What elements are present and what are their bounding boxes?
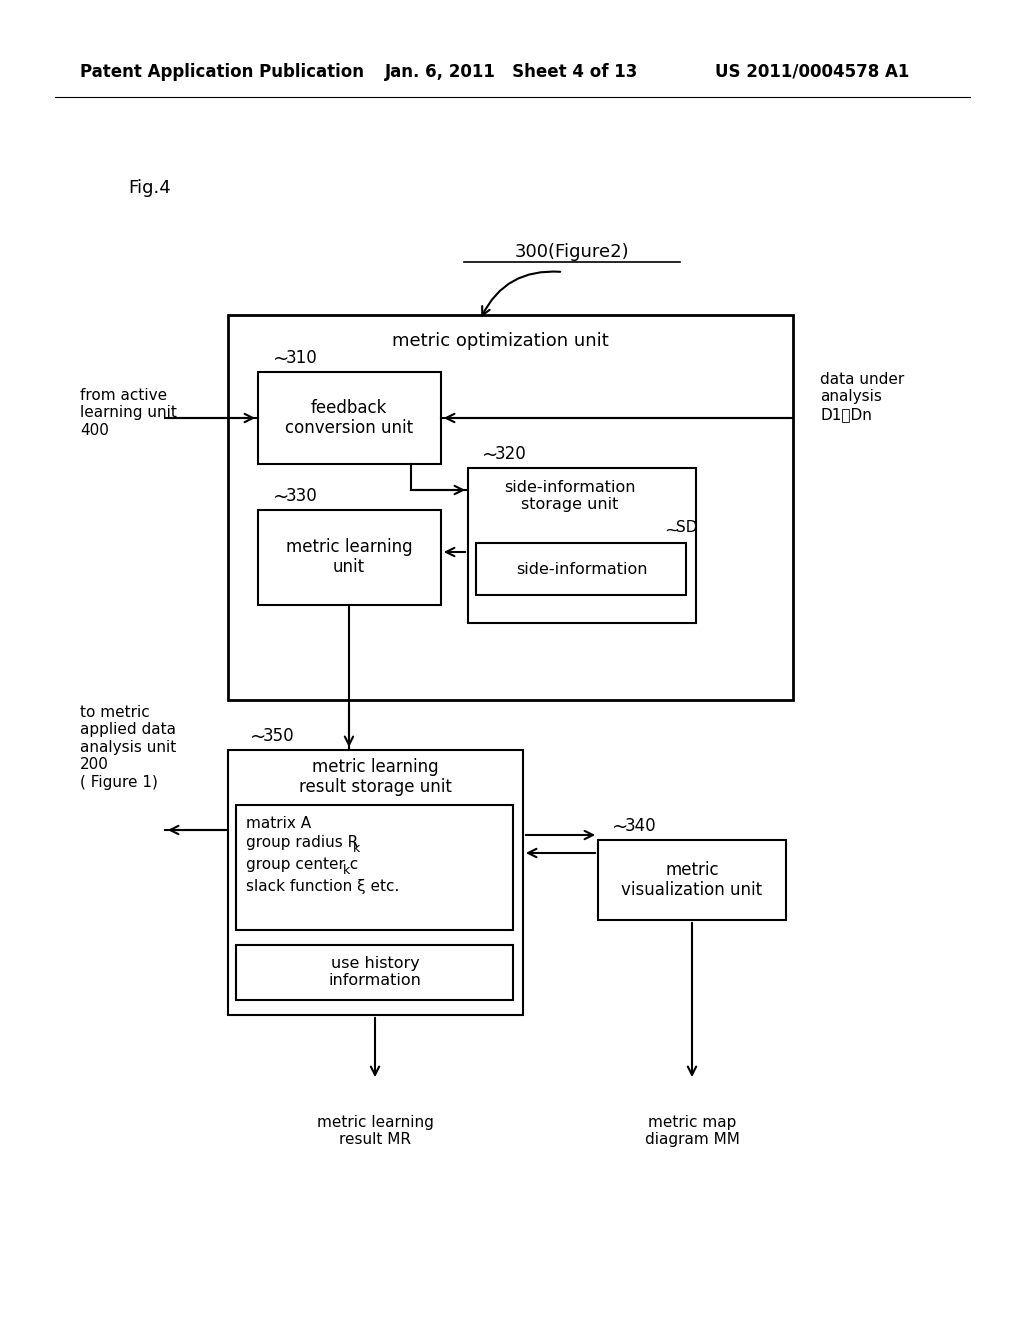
Text: metric learning
unit: metric learning unit (286, 537, 413, 577)
Text: SD: SD (676, 520, 697, 536)
Bar (598, 840, 786, 920)
Bar (228, 750, 523, 1015)
Bar (258, 372, 441, 465)
Bar (476, 543, 686, 595)
Text: data under
analysis
D1～Dn: data under analysis D1～Dn (820, 372, 904, 422)
Text: to metric
applied data
analysis unit
200
( Figure 1): to metric applied data analysis unit 200… (80, 705, 176, 789)
Bar (468, 469, 696, 623)
Text: ~: ~ (250, 727, 266, 747)
Text: k: k (343, 863, 350, 876)
Text: 340: 340 (625, 817, 656, 836)
Text: 310: 310 (286, 348, 317, 367)
Text: 320: 320 (495, 445, 526, 463)
Text: group center c: group center c (246, 858, 358, 873)
Bar (258, 510, 441, 605)
Text: ~: ~ (273, 350, 290, 368)
Bar (236, 945, 513, 1001)
Text: feedback
conversion unit: feedback conversion unit (285, 399, 413, 437)
Bar (236, 805, 513, 931)
Text: 350: 350 (263, 727, 295, 744)
Text: Jan. 6, 2011   Sheet 4 of 13: Jan. 6, 2011 Sheet 4 of 13 (385, 63, 638, 81)
Text: use history
information: use history information (329, 956, 422, 989)
Text: metric learning
result storage unit: metric learning result storage unit (299, 758, 452, 796)
Text: matrix A: matrix A (246, 816, 311, 830)
Text: ~: ~ (482, 446, 499, 465)
Text: metric optimization unit: metric optimization unit (391, 333, 608, 350)
Text: ~: ~ (664, 521, 679, 540)
Text: slack function ξ etc.: slack function ξ etc. (246, 879, 399, 895)
Text: metric learning
result MR: metric learning result MR (316, 1115, 433, 1147)
Text: 300(Figure2): 300(Figure2) (515, 243, 630, 261)
Text: 330: 330 (286, 487, 317, 506)
Bar (228, 315, 793, 700)
Text: k: k (353, 842, 360, 854)
Text: group radius R: group radius R (246, 836, 358, 850)
Text: Patent Application Publication: Patent Application Publication (80, 63, 364, 81)
Text: metric map
diagram MM: metric map diagram MM (644, 1115, 739, 1147)
Text: side-information: side-information (516, 561, 648, 577)
Text: Fig.4: Fig.4 (128, 180, 171, 197)
Text: side-information
storage unit: side-information storage unit (504, 479, 636, 512)
Text: ~: ~ (612, 817, 629, 837)
Text: metric
visualization unit: metric visualization unit (622, 861, 763, 899)
Text: US 2011/0004578 A1: US 2011/0004578 A1 (715, 63, 909, 81)
Text: ~: ~ (273, 487, 290, 507)
Text: from active
learning unit
400: from active learning unit 400 (80, 388, 177, 438)
